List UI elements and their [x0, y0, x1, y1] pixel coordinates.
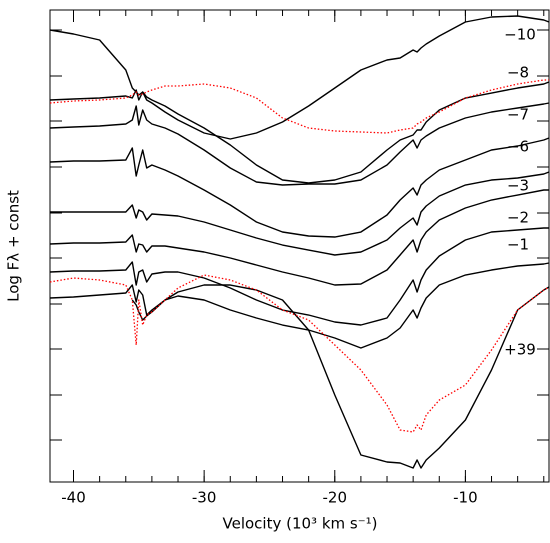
spectrum-line: [49, 79, 549, 134]
spectrum-line: [49, 189, 549, 286]
spectrum-line: [49, 227, 549, 326]
plot-frame: [49, 9, 550, 483]
spectrum-line: [131, 284, 550, 469]
series-label: −8: [507, 64, 529, 82]
spectrum-line: [49, 137, 550, 238]
spectrum-line: [49, 274, 550, 433]
y-axis-label: Log Fλ + const: [5, 190, 23, 302]
spectrum-line: [50, 171, 550, 256]
series-label: −7: [507, 106, 529, 124]
spectrum-line: [49, 81, 550, 184]
spectrum-line: [49, 102, 550, 186]
x-tick-label: -40: [61, 489, 86, 507]
series-label: −6: [507, 138, 529, 156]
series-label: +39: [504, 341, 536, 359]
spectrum-line: [49, 15, 550, 140]
series-label: −3: [507, 177, 529, 195]
x-tick-label: -20: [323, 489, 348, 507]
series-label: −10: [504, 26, 536, 44]
x-tick-label: -10: [453, 489, 478, 507]
x-tick-label: -30: [192, 489, 217, 507]
x-axis-label: Velocity (10³ km s⁻¹): [223, 515, 378, 533]
series-label: −1: [507, 236, 529, 254]
series-label: −2: [507, 209, 529, 227]
spectrum-line: [49, 262, 550, 349]
